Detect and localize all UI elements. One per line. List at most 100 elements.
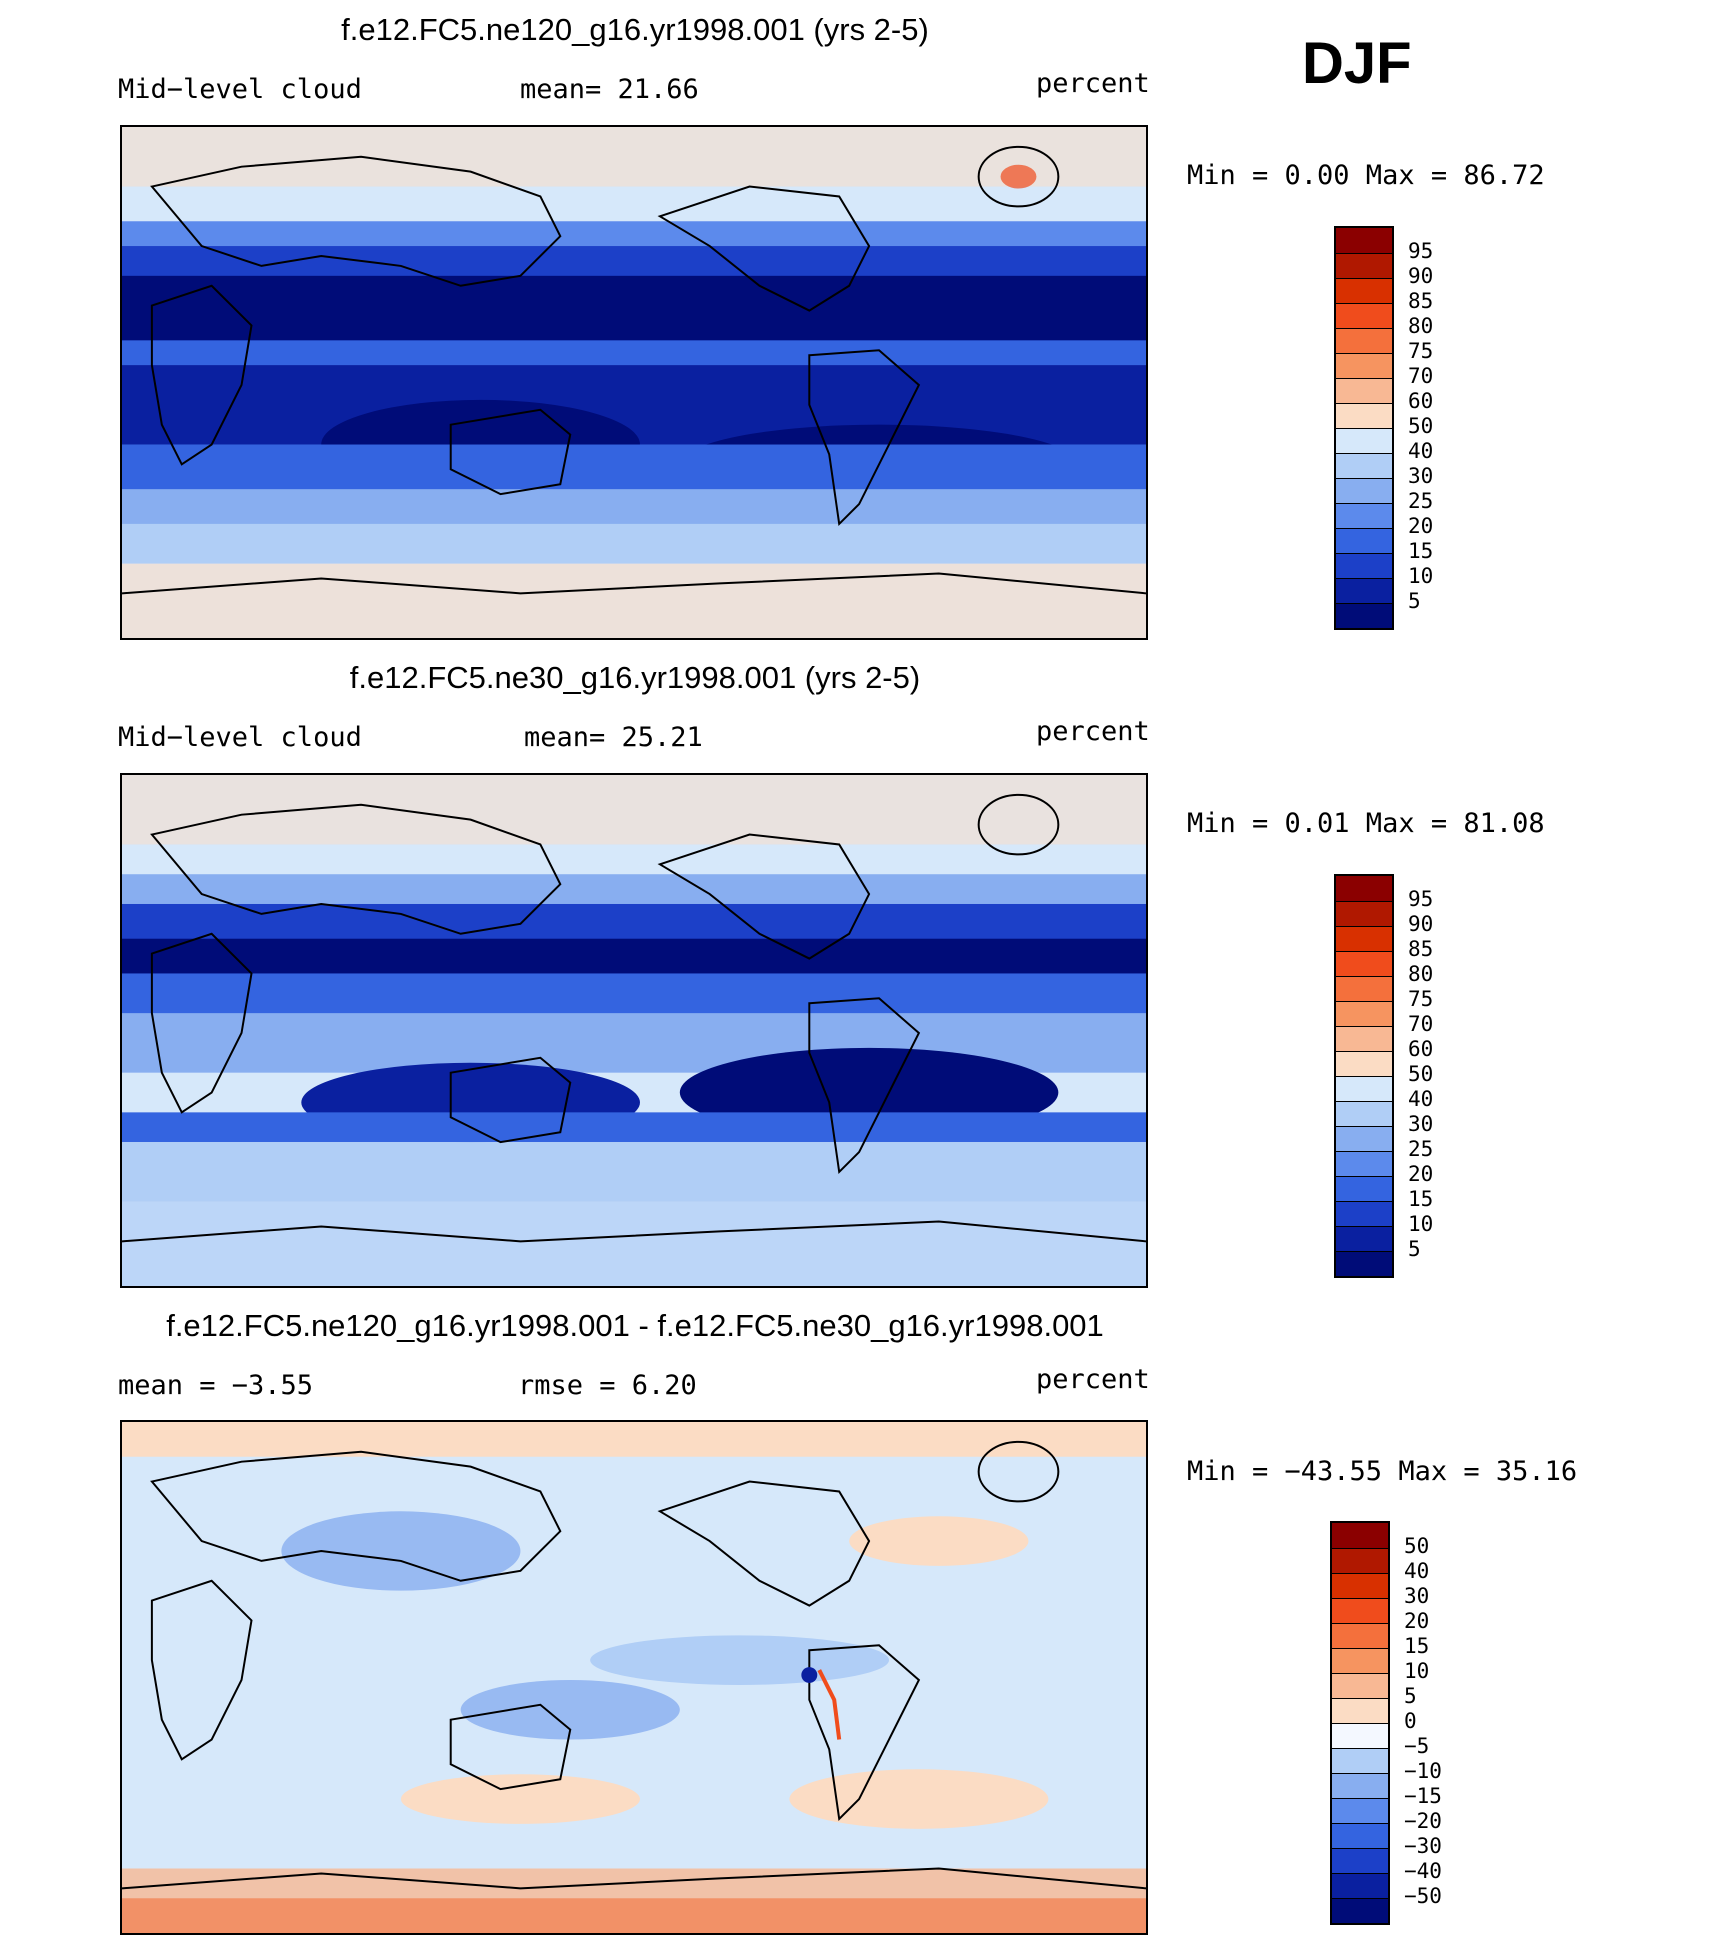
- colorbar-tick-label: 95: [1408, 239, 1434, 263]
- colorbar-swatch: [1332, 1748, 1388, 1773]
- panel-1-map: [120, 125, 1148, 640]
- colorbar-swatch: [1336, 1251, 1392, 1276]
- colorbar-tick-label: 25: [1408, 489, 1434, 513]
- colorbar-swatch: [1332, 1623, 1388, 1648]
- colorbar-swatch: [1336, 253, 1392, 278]
- colorbar-tick-label: 60: [1408, 1037, 1434, 1061]
- panel-2-colorbar: [1334, 874, 1394, 1278]
- panel-3-rmse-label: rmse = 6.20: [518, 1370, 697, 1401]
- colorbar-tick-label: 30: [1404, 1584, 1430, 1608]
- colorbar-tick-label: −5: [1404, 1734, 1430, 1758]
- colorbar-swatch: [1336, 328, 1392, 353]
- panel-1-variable-label: Mid−level cloud: [118, 74, 362, 105]
- colorbar-swatch: [1336, 1001, 1392, 1026]
- colorbar-tick-label: 5: [1408, 1237, 1421, 1261]
- colorbar-swatch: [1336, 976, 1392, 1001]
- colorbar-tick-label: 90: [1408, 912, 1434, 936]
- colorbar-tick-label: −30: [1404, 1834, 1442, 1858]
- colorbar-swatch: [1332, 1773, 1388, 1798]
- colorbar-swatch: [1336, 528, 1392, 553]
- colorbar-swatch: [1336, 1051, 1392, 1076]
- colorbar-tick-label: 20: [1408, 514, 1434, 538]
- colorbar-swatch: [1332, 1848, 1388, 1873]
- colorbar-swatch: [1336, 1151, 1392, 1176]
- colorbar-tick-label: 0: [1404, 1709, 1417, 1733]
- colorbar-swatch: [1336, 1176, 1392, 1201]
- panel-3-map-svg: [122, 1422, 1146, 1933]
- colorbar-swatch: [1336, 503, 1392, 528]
- colorbar-swatch: [1336, 1126, 1392, 1151]
- colorbar-swatch: [1332, 1648, 1388, 1673]
- colorbar-swatch: [1332, 1673, 1388, 1698]
- colorbar-tick-label: −50: [1404, 1884, 1442, 1908]
- colorbar-tick-label: 85: [1408, 289, 1434, 313]
- colorbar-tick-label: 30: [1408, 1112, 1434, 1136]
- colorbar-tick-label: 95: [1408, 887, 1434, 911]
- colorbar-tick-label: 80: [1408, 314, 1434, 338]
- colorbar-swatch: [1336, 553, 1392, 578]
- panel-2-units-label: percent: [1036, 716, 1150, 747]
- colorbar-swatch: [1332, 1523, 1388, 1548]
- colorbar-tick-label: 30: [1408, 464, 1434, 488]
- colorbar-swatch: [1336, 428, 1392, 453]
- colorbar-tick-label: 10: [1408, 1212, 1434, 1236]
- colorbar-swatch: [1336, 403, 1392, 428]
- colorbar-tick-label: 40: [1408, 1087, 1434, 1111]
- colorbar-tick-label: −10: [1404, 1759, 1442, 1783]
- colorbar-swatch: [1332, 1723, 1388, 1748]
- colorbar-swatch: [1332, 1898, 1388, 1923]
- panel-3-colorbar: [1330, 1521, 1390, 1925]
- colorbar-swatch: [1336, 901, 1392, 926]
- colorbar-swatch: [1332, 1873, 1388, 1898]
- colorbar-swatch: [1336, 1076, 1392, 1101]
- panel-3-title: f.e12.FC5.ne120_g16.yr1998.001 - f.e12.F…: [166, 1308, 1104, 1343]
- colorbar-tick-label: 20: [1404, 1609, 1430, 1633]
- panel-2-min-max: Min = 0.01 Max = 81.08: [1187, 808, 1545, 839]
- colorbar-tick-label: −40: [1404, 1859, 1442, 1883]
- panel-1-mean-label: mean= 21.66: [520, 74, 699, 105]
- panel-2-map-svg: [122, 775, 1146, 1286]
- colorbar-swatch: [1336, 951, 1392, 976]
- colorbar-swatch: [1336, 926, 1392, 951]
- colorbar-tick-label: 90: [1408, 264, 1434, 288]
- colorbar-swatch: [1336, 453, 1392, 478]
- colorbar-swatch: [1336, 1026, 1392, 1051]
- panel-2-variable-label: Mid−level cloud: [118, 722, 362, 753]
- panel-1-map-svg: [122, 127, 1146, 638]
- colorbar-tick-label: 40: [1404, 1559, 1430, 1583]
- panel-1-title: f.e12.FC5.ne120_g16.yr1998.001 (yrs 2-5): [341, 12, 929, 47]
- colorbar-swatch: [1336, 876, 1392, 901]
- colorbar-swatch: [1332, 1548, 1388, 1573]
- colorbar-tick-label: 5: [1404, 1684, 1417, 1708]
- panel-2-title: f.e12.FC5.ne30_g16.yr1998.001 (yrs 2-5): [349, 660, 921, 695]
- colorbar-tick-label: −20: [1404, 1809, 1442, 1833]
- colorbar-tick-label: 20: [1408, 1162, 1434, 1186]
- colorbar-tick-label: 80: [1408, 962, 1434, 986]
- colorbar-swatch: [1336, 1201, 1392, 1226]
- colorbar-tick-label: −15: [1404, 1784, 1442, 1808]
- colorbar-swatch: [1336, 353, 1392, 378]
- panel-3-mean-label: mean = −3.55: [118, 1370, 314, 1401]
- colorbar-tick-label: 15: [1408, 1187, 1434, 1211]
- panel-1-min-max: Min = 0.00 Max = 86.72: [1187, 160, 1545, 191]
- colorbar-swatch: [1332, 1798, 1388, 1823]
- colorbar-tick-label: 85: [1408, 937, 1434, 961]
- colorbar-swatch: [1336, 603, 1392, 628]
- colorbar-tick-label: 5: [1408, 589, 1421, 613]
- panel-2-mean-label: mean= 25.21: [524, 722, 703, 753]
- colorbar-swatch: [1336, 478, 1392, 503]
- colorbar-tick-label: 15: [1404, 1634, 1430, 1658]
- panel-3-units-label: percent: [1036, 1364, 1150, 1395]
- panel-2-map: [120, 773, 1148, 1288]
- colorbar-tick-label: 40: [1408, 439, 1434, 463]
- colorbar-tick-label: 50: [1404, 1534, 1430, 1558]
- colorbar-tick-label: 70: [1408, 364, 1434, 388]
- colorbar-tick-label: 25: [1408, 1137, 1434, 1161]
- colorbar-tick-label: 70: [1408, 1012, 1434, 1036]
- colorbar-swatch: [1336, 1101, 1392, 1126]
- colorbar-swatch: [1336, 228, 1392, 253]
- colorbar-swatch: [1332, 1598, 1388, 1623]
- colorbar-swatch: [1336, 1226, 1392, 1251]
- colorbar-tick-label: 75: [1408, 339, 1434, 363]
- panel-3-map: [120, 1420, 1148, 1935]
